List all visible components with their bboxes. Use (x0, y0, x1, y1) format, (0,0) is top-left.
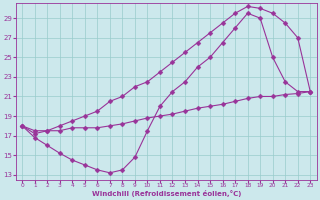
X-axis label: Windchill (Refroidissement éolien,°C): Windchill (Refroidissement éolien,°C) (92, 190, 241, 197)
